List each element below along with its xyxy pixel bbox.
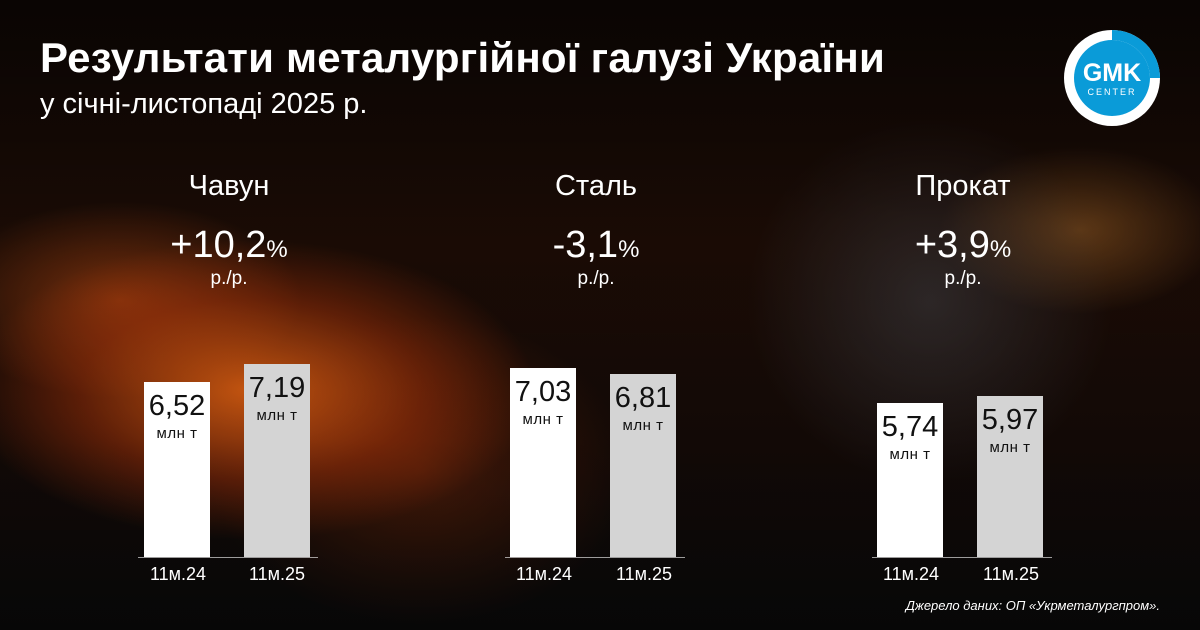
bar-value-label: 5,97 — [981, 404, 1039, 437]
panel-yoy-rolled: р./р. — [944, 268, 982, 289]
panel-change-rolled: +3,9% — [843, 224, 1083, 267]
bar-steel-11m25: 6,81 млн т — [610, 373, 676, 557]
change-value: +3,9 — [914, 224, 990, 266]
gmk-center-logo: GMK CENTER — [1064, 30, 1160, 126]
page-title: Результати металургійної галузі України — [40, 34, 885, 81]
change-value: +10,2 — [170, 224, 267, 266]
change-unit: % — [618, 236, 640, 263]
category-label-11m25: 11м.25 — [982, 564, 1040, 584]
panel-title-steel: Сталь — [554, 170, 638, 202]
bar-unit-label: млн т — [156, 424, 198, 442]
panel-yoy-iron: р./р. — [210, 268, 248, 289]
category-label-11m24: 11м.24 — [515, 564, 573, 584]
axis-line-steel — [505, 557, 685, 558]
bar-iron-11m25: 7,19 млн т — [244, 363, 310, 557]
panel-yoy-steel: р./р. — [577, 268, 615, 289]
bar-unit-label: млн т — [522, 410, 564, 428]
panel-change-steel: -3,1% — [476, 224, 716, 267]
logo-accent-arc — [1112, 30, 1160, 78]
change-unit: % — [989, 236, 1012, 263]
panel-title-iron: Чавун — [188, 170, 270, 202]
category-label-11m24: 11м.24 — [882, 564, 940, 584]
axis-line-iron — [138, 557, 318, 558]
bar-unit-label: млн т — [989, 439, 1031, 457]
bar-value-label: 7,03 — [514, 375, 572, 408]
bar-iron-11m24: 6,52 млн т — [144, 381, 210, 557]
bar-unit-label: млн т — [889, 445, 931, 463]
bar-unit-label: млн т — [256, 406, 298, 424]
logo-text-gmk: GMK — [1083, 59, 1141, 87]
category-label-11m25: 11м.25 — [615, 564, 673, 584]
bar-value-label: 5,74 — [881, 410, 939, 443]
panel-change-iron: +10,2% — [109, 224, 349, 267]
bar-unit-label: млн т — [622, 416, 664, 434]
bar-rolled-11m25: 5,97 млн т — [977, 396, 1043, 557]
logo-text-center: CENTER — [1087, 87, 1136, 97]
page-subtitle: у січні-листопаді 2025 р. — [40, 88, 368, 120]
axis-line-rolled — [872, 557, 1052, 558]
bar-value-label: 6,52 — [148, 389, 206, 422]
source-note: Джерело даних: ОП «Укрметалургпром». — [905, 598, 1160, 613]
bar-value-label: 7,19 — [248, 371, 306, 404]
bar-rolled-11m24: 5,74 млн т — [877, 402, 943, 557]
bar-value-label: 6,81 — [614, 381, 672, 414]
logo-center — [1074, 40, 1150, 116]
category-label-11m25: 11м.25 — [248, 564, 306, 584]
bar-steel-11m24: 7,03 млн т — [510, 367, 576, 557]
category-label-11m24: 11м.24 — [149, 564, 207, 584]
panel-title-rolled: Прокат — [915, 170, 1011, 202]
change-unit: % — [266, 236, 288, 263]
change-value: -3,1 — [552, 224, 619, 266]
